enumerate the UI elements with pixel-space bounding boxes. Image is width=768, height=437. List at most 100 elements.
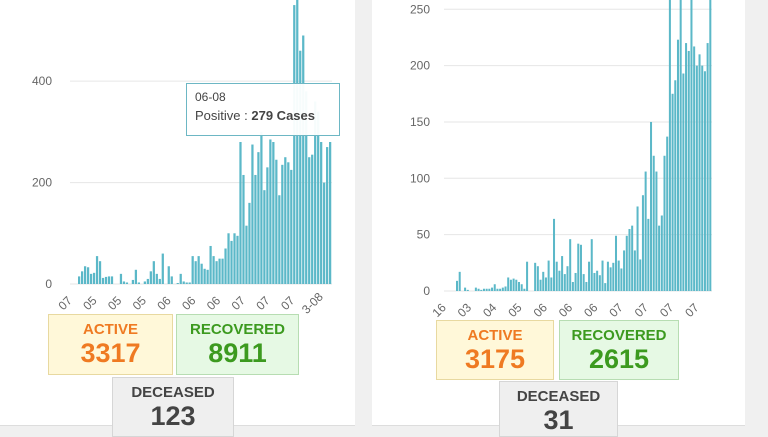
- bar: [517, 281, 520, 291]
- bar: [679, 0, 682, 291]
- x-tick-label: 03: [455, 300, 475, 320]
- bar: [104, 276, 108, 284]
- bar: [647, 218, 650, 291]
- bar: [266, 167, 269, 284]
- bar: [218, 258, 221, 284]
- bar: [143, 281, 146, 284]
- bar: [488, 288, 491, 291]
- bar: [137, 282, 141, 284]
- bar: [480, 289, 483, 291]
- active-count: 3175: [464, 344, 526, 374]
- bar: [95, 256, 99, 284]
- bar: [466, 289, 469, 291]
- bar: [507, 277, 510, 291]
- bar: [526, 261, 529, 291]
- recovered-count: 8911: [208, 338, 267, 368]
- bar: [660, 215, 663, 291]
- bar: [320, 142, 323, 284]
- bar: [499, 288, 502, 291]
- bar: [534, 262, 537, 291]
- bar: [323, 182, 326, 284]
- bar: [78, 276, 81, 284]
- y-tick-label: 0: [45, 277, 52, 291]
- bar: [317, 111, 320, 284]
- bar: [504, 286, 507, 291]
- bar: [687, 50, 690, 291]
- active-card[interactable]: ACTIVE 3317: [48, 314, 173, 375]
- y-tick-label: 150: [410, 115, 430, 129]
- recovered-card[interactable]: RECOVERED 2615: [559, 320, 679, 380]
- bar: [308, 157, 311, 284]
- deceased-count: 123: [150, 401, 196, 431]
- active-label: ACTIVE: [82, 321, 138, 338]
- bar: [574, 272, 577, 291]
- bar: [542, 271, 545, 291]
- deceased-card[interactable]: DECEASED 123: [112, 377, 234, 437]
- deceased-label: DECEASED: [516, 388, 601, 405]
- x-tick-label: 07: [632, 300, 652, 320]
- bar: [550, 277, 553, 291]
- active-label: ACTIVE: [467, 327, 523, 344]
- bar: [146, 278, 149, 284]
- bar: [606, 261, 609, 291]
- bar: [464, 287, 467, 291]
- bar: [601, 260, 604, 291]
- bar: [515, 279, 518, 291]
- bar: [536, 266, 539, 291]
- bar: [558, 270, 561, 291]
- tooltip-value: 279 Cases: [251, 108, 315, 123]
- bar: [698, 54, 701, 291]
- bar: [176, 282, 179, 284]
- bar: [314, 101, 317, 284]
- bar: [290, 169, 293, 284]
- bar: [107, 276, 111, 284]
- bar: [658, 225, 661, 291]
- bar: [293, 5, 296, 284]
- bar: [561, 256, 564, 291]
- bar: [555, 261, 558, 291]
- x-tick-label: 05: [130, 293, 150, 313]
- bar: [501, 287, 504, 291]
- x-tick-label: 07: [55, 293, 75, 313]
- x-tick-label: 05: [80, 293, 100, 313]
- bar: [620, 268, 623, 291]
- bar: [272, 142, 275, 284]
- x-tick-label: 04: [480, 300, 500, 320]
- bar: [101, 277, 105, 284]
- bar: [655, 171, 658, 291]
- x-tick-label: 06: [204, 293, 224, 313]
- bar: [609, 267, 612, 291]
- bar: [260, 131, 263, 284]
- active-count: 3317: [80, 338, 141, 368]
- bar: [221, 258, 224, 284]
- recovered-card[interactable]: RECOVERED 8911: [176, 314, 299, 375]
- deceased-label: DECEASED: [131, 384, 215, 401]
- bar: [553, 218, 556, 291]
- bar: [604, 283, 607, 291]
- active-card[interactable]: ACTIVE 3175: [436, 320, 554, 380]
- bar: [110, 276, 114, 284]
- bar: [119, 273, 123, 284]
- bar: [125, 282, 129, 284]
- bar: [89, 273, 93, 284]
- bar: [212, 256, 215, 284]
- bar: [523, 288, 526, 291]
- left-panel: 0 200 400 07 05 05 05 06 06 06 07 07 07 3-08 06-08 Po…: [0, 0, 355, 437]
- bar: [544, 277, 547, 291]
- bar: [311, 154, 314, 284]
- bar: [596, 270, 599, 291]
- bar: [233, 233, 236, 284]
- bar: [257, 152, 260, 284]
- bar: [485, 288, 488, 291]
- bar: [520, 284, 523, 291]
- bar: [639, 259, 642, 291]
- bar: [547, 260, 550, 291]
- bar: [83, 266, 87, 284]
- bar: [206, 269, 209, 284]
- recovered-label: RECOVERED: [571, 327, 667, 344]
- bar: [194, 261, 197, 284]
- bar: [695, 65, 698, 291]
- bar: [496, 288, 499, 291]
- deceased-card[interactable]: DECEASED 31: [499, 381, 618, 437]
- bar: [296, 0, 299, 284]
